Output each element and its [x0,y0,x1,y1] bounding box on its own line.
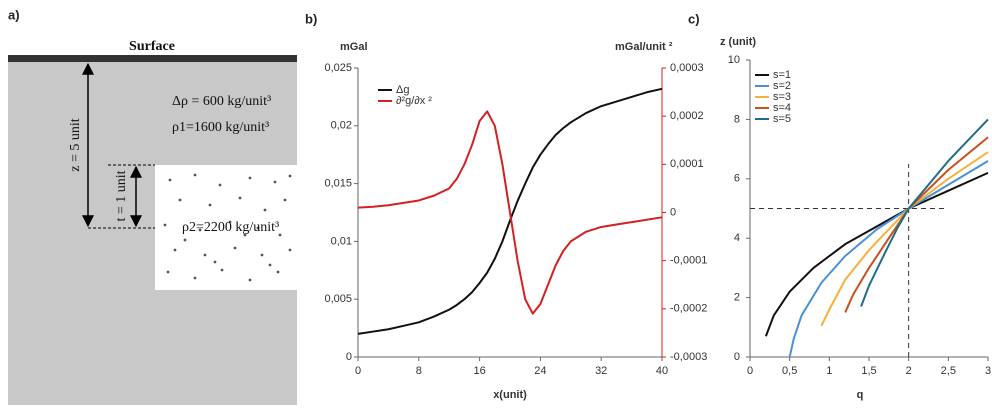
y-tick-label: 8 [734,113,740,125]
dot [228,220,232,224]
x-tick-label: 1 [826,365,832,377]
dot [166,270,170,274]
dot [278,233,282,237]
series-line [357,110,663,315]
dot [248,278,252,282]
y-tick-label: 0 [346,351,352,363]
legend-label: Δg [396,84,409,96]
x-tick-label: 0 [747,365,753,377]
dot [213,260,217,264]
inclusion [155,165,297,290]
legend-label: s=4 [773,102,791,114]
y-tick-label: 6 [734,173,740,185]
x-tick-label: 2 [906,365,912,377]
y2-tick-label: 0 [670,206,676,218]
y2-tick-label: -0,0003 [670,351,707,363]
x-tick-label: 16 [473,365,485,377]
dot [183,238,187,242]
legend-label: ∂²g/∂x ² [396,95,432,107]
y-axis-label: mGal [340,41,368,53]
y-axis-label: z (unit) [720,36,756,48]
y-tick-label: 4 [734,232,740,244]
panel-label: c) [688,11,700,26]
panel-label: a) [8,7,20,22]
dot [173,248,177,252]
y2-tick-label: 0,0002 [670,110,704,122]
dot [283,198,287,202]
surface-label: Surface [129,39,175,54]
x-tick-label: 0 [355,365,361,377]
panel-label: b) [305,11,317,26]
y-tick-label: 0,005 [324,293,352,305]
series-line [788,160,989,358]
surface-line [8,55,297,62]
dot [193,173,197,177]
y2-tick-label: -0,0002 [670,303,707,315]
dot [193,276,197,280]
z-label: z = 5 unit [68,118,83,171]
dot [203,253,207,257]
rho1: ρ1=1600 kg/unit³ [172,120,269,135]
y2-tick-label: 0,0001 [670,158,704,170]
dot [243,233,247,237]
delta-rho: Δρ = 600 kg/unit³ [172,94,271,109]
y2-tick-label: -0,0001 [670,255,707,267]
dot [233,246,237,250]
y-tick-label: 0,015 [324,178,352,190]
t-label: t = 1 unit [114,170,129,221]
x-tick-label: 1,5 [861,365,876,377]
dot [260,253,264,257]
x-axis-label: q [857,389,864,401]
dot [288,248,292,252]
dots [163,173,292,282]
x-tick-label: 32 [595,365,607,377]
y2-tick-label: 0,0003 [670,62,704,74]
dot [268,263,272,267]
dot [248,176,252,180]
dot [218,183,222,187]
x-tick-label: 3 [985,365,991,377]
dot [273,180,277,184]
series-line [764,171,989,337]
dot [163,223,167,227]
dot [178,198,182,202]
dot [198,228,202,232]
y2-axis-label: mGal/unit ² [615,41,673,53]
x-tick-label: 8 [416,365,422,377]
x-axis-label: x(unit) [493,389,527,401]
legend-label: s=5 [773,113,791,125]
dot [276,270,280,274]
dot [208,203,212,207]
y-tick-label: 0 [734,351,740,363]
x-tick-label: 40 [656,365,668,377]
y-tick-label: 10 [728,54,740,66]
dot [288,174,292,178]
rho2: ρ2=2200 kg/unit³ [182,220,279,235]
series-line [357,87,663,335]
y-tick-label: 0,01 [331,235,352,247]
dot [256,226,260,230]
x-tick-label: 2,5 [941,365,956,377]
x-tick-label: 0,5 [782,365,797,377]
legend-label: s=3 [773,91,791,103]
series-line [844,136,989,313]
series-line [820,151,989,327]
dot [238,196,242,200]
y-tick-label: 0,02 [331,120,352,132]
legend-label: s=2 [773,80,791,92]
x-tick-label: 24 [534,365,546,377]
dot [263,208,267,212]
legend-label: s=1 [773,69,791,81]
dot [220,268,224,272]
y-tick-label: 0,025 [324,62,352,74]
series-line [860,118,989,307]
y-tick-label: 2 [734,292,740,304]
dot [168,178,172,182]
